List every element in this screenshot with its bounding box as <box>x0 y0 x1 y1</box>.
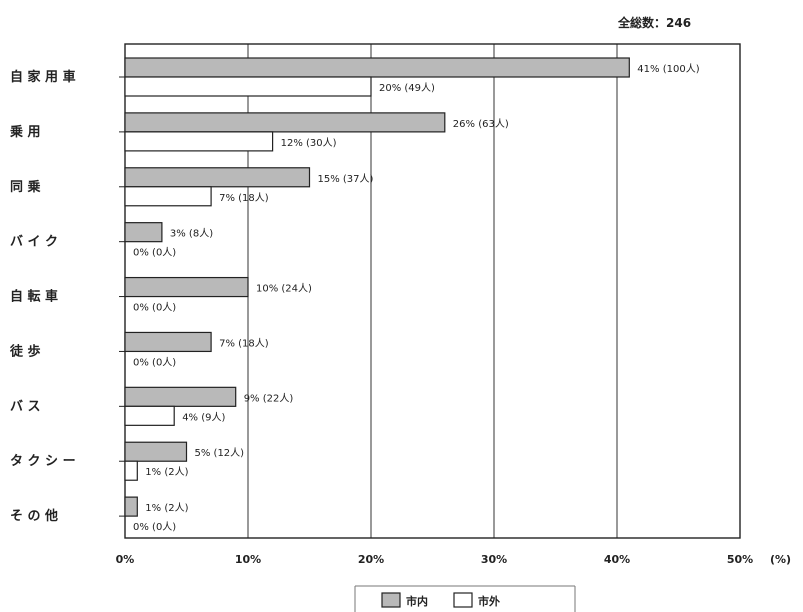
category-label: バ イ ク <box>10 235 58 250</box>
data-label: 41% (100人) <box>637 63 699 75</box>
legend-label: 市内 <box>406 594 428 608</box>
legend-swatch-city-outer <box>453 592 473 608</box>
bar-city-inner <box>124 222 163 243</box>
category-label: 自 転 車 <box>10 289 58 305</box>
x-tick-label: 20% <box>358 553 384 566</box>
data-label: 1% (2人) <box>145 502 188 514</box>
x-tick-label: 10% <box>235 553 261 566</box>
bar-city-inner <box>124 331 212 353</box>
bar-city-inner <box>124 441 188 462</box>
data-label: 1% (2人) <box>145 466 188 478</box>
legend-label: 市外 <box>478 594 500 608</box>
x-unit-label: (%) <box>770 553 791 566</box>
category-label: 自 家 用 車 <box>10 69 76 85</box>
bar-city-inner <box>124 167 311 188</box>
data-label: 9% (22人) <box>244 392 294 404</box>
bar-city-outer <box>124 405 175 426</box>
x-tick-label: 40% <box>604 553 630 566</box>
category-label: タ ク シ ー <box>10 454 76 469</box>
data-label: 0% (0人) <box>133 521 176 533</box>
data-label: 10% (24人) <box>256 283 312 295</box>
x-tick-label: 0% <box>116 553 135 566</box>
bar-city-outer <box>124 76 372 97</box>
data-label: 12% (30人) <box>281 137 337 149</box>
category-label: そ の 他 <box>10 508 58 524</box>
bar-city-outer <box>124 186 212 207</box>
bar-city-outer <box>124 460 138 481</box>
bar-city-inner <box>124 112 446 133</box>
data-label: 0% (0人) <box>133 356 176 368</box>
data-label: 7% (18人) <box>219 337 269 349</box>
category-label: 乗 用 <box>9 124 41 140</box>
data-label: 26% (63人) <box>453 118 509 130</box>
data-label: 7% (18人) <box>219 192 269 204</box>
bar-city-outer <box>124 131 274 152</box>
bar-city-inner <box>124 57 630 78</box>
category-label: バ ス <box>10 399 41 414</box>
data-label: 4% (9人) <box>182 411 225 423</box>
total-count-label: 全総数：246 <box>618 16 692 30</box>
legend-swatch-city-inner <box>381 592 401 608</box>
data-label: 20% (49人) <box>379 82 435 94</box>
bar-city-inner <box>124 496 138 517</box>
x-tick-label: 30% <box>481 553 507 566</box>
bar-city-inner <box>124 386 237 407</box>
x-tick-label: 50% <box>727 553 753 566</box>
data-label: 3% (8人) <box>170 228 213 240</box>
data-label: 15% (37人) <box>318 173 374 185</box>
data-label: 0% (0人) <box>133 247 176 259</box>
category-label: 同 乗 <box>10 179 41 195</box>
category-label: 徒 歩 <box>9 343 41 359</box>
data-label: 5% (12人) <box>195 447 245 459</box>
data-label: 0% (0人) <box>133 302 176 314</box>
bar-city-inner <box>124 276 249 298</box>
